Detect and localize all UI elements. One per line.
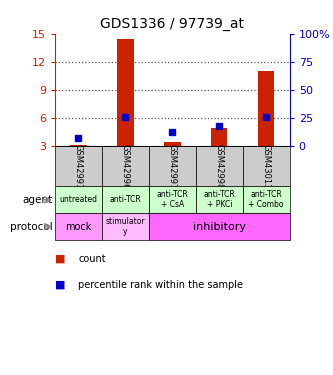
Bar [149, 146, 196, 186]
Text: ■: ■ [55, 280, 66, 290]
Text: anti-TCR
+ Combo: anti-TCR + Combo [248, 190, 284, 209]
Text: stimulator
y: stimulator y [106, 217, 145, 236]
Text: inhibitory: inhibitory [193, 222, 246, 232]
Bar [196, 146, 243, 186]
Bar [258, 71, 274, 146]
Text: agent: agent [22, 195, 53, 205]
Text: GSM43013: GSM43013 [262, 144, 271, 189]
Bar [149, 213, 290, 240]
Text: GSM42998: GSM42998 [215, 144, 224, 189]
Bar [196, 186, 243, 213]
Text: count: count [78, 254, 106, 264]
Bar [211, 128, 227, 146]
Bar [102, 186, 149, 213]
Text: GSM42996: GSM42996 [121, 144, 130, 189]
Text: anti-TCR
+ PKCi: anti-TCR + PKCi [203, 190, 235, 209]
Bar [117, 39, 134, 146]
Text: untreated: untreated [59, 195, 98, 204]
Text: anti-TCR: anti-TCR [110, 195, 141, 204]
Text: percentile rank within the sample: percentile rank within the sample [78, 280, 243, 290]
Bar [243, 186, 290, 213]
Bar [243, 146, 290, 186]
Text: anti-TCR
+ CsA: anti-TCR + CsA [157, 190, 188, 209]
Text: mock: mock [65, 222, 92, 232]
Bar [55, 213, 102, 240]
Bar [102, 146, 149, 186]
Text: GSM42991: GSM42991 [74, 144, 83, 189]
Bar [164, 142, 180, 146]
Bar [55, 186, 102, 213]
Bar [102, 213, 149, 240]
Bar [149, 186, 196, 213]
Bar [55, 146, 102, 186]
Title: GDS1336 / 97739_at: GDS1336 / 97739_at [100, 17, 244, 32]
Text: GSM42997: GSM42997 [168, 144, 177, 189]
Text: ■: ■ [55, 254, 66, 264]
Text: protocol: protocol [10, 222, 53, 232]
